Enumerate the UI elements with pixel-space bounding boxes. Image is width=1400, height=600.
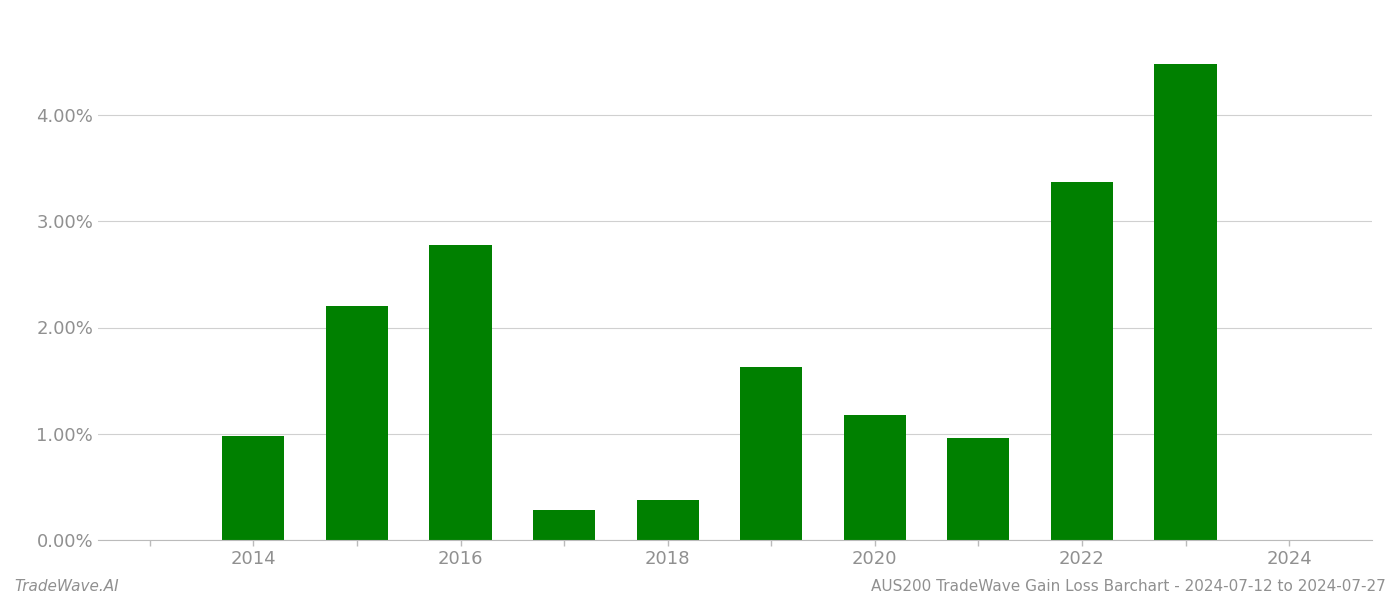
Bar	[533, 510, 595, 540]
Text: AUS200 TradeWave Gain Loss Barchart - 2024-07-12 to 2024-07-27: AUS200 TradeWave Gain Loss Barchart - 20…	[871, 579, 1386, 594]
Bar	[223, 436, 284, 540]
Bar	[844, 415, 906, 540]
Bar	[1155, 64, 1217, 540]
Bar	[948, 438, 1009, 540]
Bar	[741, 367, 802, 540]
Bar	[637, 500, 699, 540]
Bar	[1051, 182, 1113, 540]
Bar	[326, 306, 388, 540]
Bar	[430, 245, 491, 540]
Text: TradeWave.AI: TradeWave.AI	[14, 579, 119, 594]
